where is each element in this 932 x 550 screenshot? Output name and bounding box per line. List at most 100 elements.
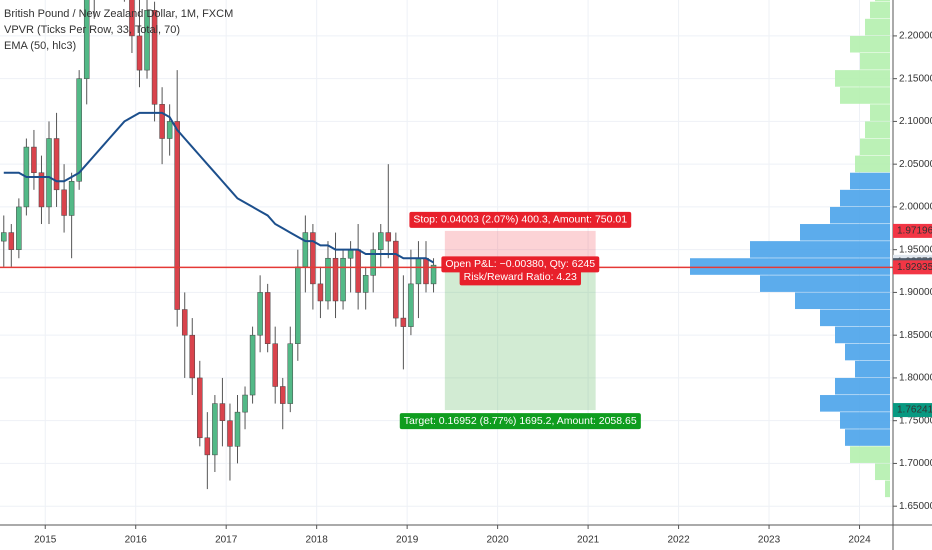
candle-body	[166, 121, 173, 139]
y-tick-label: 1.65000	[899, 501, 932, 512]
candle-body	[174, 121, 180, 310]
x-tick-label: 2016	[125, 535, 148, 546]
volume-profile-bar	[875, 463, 890, 481]
pnl-label-box	[441, 256, 600, 273]
candle-body	[61, 189, 67, 216]
candle-body	[317, 283, 324, 302]
candle-body	[189, 334, 196, 379]
volume-profile-bar	[870, 104, 890, 121]
candle-body	[234, 411, 241, 447]
volume-profile-bar	[845, 343, 890, 361]
plot	[0, 0, 893, 498]
y-tick-label: 2.20000	[899, 31, 932, 42]
candle-body	[423, 257, 429, 285]
candle-body	[31, 146, 37, 173]
volume-profile-bar	[855, 155, 890, 173]
ema-line	[3, 111, 435, 264]
price-label-box	[893, 260, 932, 275]
candle-body	[181, 309, 188, 336]
volume-profile-bar	[830, 206, 890, 224]
volume-profile-bar	[865, 18, 890, 36]
y-tick-label: 1.75000	[899, 415, 932, 426]
volume-profile-bar	[750, 241, 890, 258]
candle-body	[38, 172, 45, 208]
candle-body	[8, 232, 15, 250]
candle-body	[212, 403, 218, 456]
axes: 1.65000 1.70000 1.75000 1.80000 1.85000 1.900…	[34, 31, 932, 546]
candle-body	[242, 394, 248, 413]
y-tick-label: 1.80000	[899, 373, 932, 384]
volume-profile-bar	[835, 70, 890, 87]
ratio-label: Risk/Reward Ratio: 4.23	[464, 271, 577, 283]
candle-body	[355, 249, 361, 293]
candle-body	[310, 232, 316, 285]
target-label: Target: 0.16952 (8.77%) 1695.2, Amount: …	[404, 415, 637, 427]
candle-body	[129, 0, 135, 37]
candle-body	[68, 181, 75, 216]
pnl-label: Open P&L: −0.00380, Qty: 6245	[445, 258, 595, 270]
volume-profile-bar	[850, 35, 890, 53]
y-tick-label: 2.00000	[899, 202, 932, 213]
chart-title: British Pound / New Zealand Dollar, 1M, …	[4, 8, 233, 20]
volume-profile-bar	[855, 360, 890, 378]
price-label: 1.97196	[897, 226, 932, 237]
x-tick-label: 2020	[486, 535, 509, 546]
y-tick-label: 1.85000	[899, 330, 932, 341]
candle-body	[272, 343, 278, 387]
volume-profile-bar	[850, 172, 890, 190]
x-tick-label: 2018	[306, 535, 329, 546]
x-tick-label: 2024	[848, 535, 871, 546]
x-tick-label: 2023	[758, 535, 781, 546]
volume-profile-bar	[865, 121, 890, 139]
candle-body	[295, 266, 301, 344]
volume-profile-bar	[850, 446, 890, 463]
candle-body	[151, 10, 158, 105]
volume-profile-bar	[840, 87, 890, 104]
candle-body	[332, 257, 339, 302]
candle-body	[287, 343, 294, 404]
y-tick-label: 2.10000	[899, 116, 932, 127]
candle-body	[362, 275, 369, 293]
candle-body	[257, 292, 263, 336]
candle-body	[219, 403, 226, 421]
candle-body	[264, 292, 271, 344]
price-label-box	[893, 403, 932, 418]
candle-body	[53, 138, 60, 191]
volume-profile-bar	[860, 53, 890, 70]
candle-body	[1, 232, 7, 242]
candle-body	[378, 232, 384, 250]
target-zone	[444, 267, 596, 411]
volume-profile-bar	[690, 258, 890, 275]
y-tick-label: 1.90000	[899, 287, 932, 298]
candle-body	[393, 240, 399, 319]
candle-body	[347, 249, 354, 259]
candle-body	[249, 334, 256, 396]
volume-profile-bar	[860, 138, 890, 156]
price-label: 1.76241	[897, 405, 932, 416]
candle-body	[76, 78, 82, 182]
volume-profile-bar	[885, 480, 890, 498]
y-tick-label: 1.95000	[899, 244, 932, 255]
candle-body	[430, 264, 437, 285]
volume-profile-bar	[835, 377, 890, 395]
volume-profile-bar	[845, 429, 890, 446]
stop-label-box	[409, 211, 632, 228]
candle-body	[370, 249, 376, 276]
volume-profile-bar	[760, 275, 890, 292]
candle-body	[400, 317, 407, 327]
candle-body	[204, 437, 211, 456]
candle-body	[159, 104, 165, 139]
volume-profile-bar	[795, 292, 890, 310]
volume-profile-bar	[870, 1, 890, 19]
candle-body	[385, 232, 392, 242]
target-label-box	[399, 413, 641, 430]
x-tick-label: 2022	[667, 535, 690, 546]
volume-profile-bar	[835, 326, 890, 344]
candle-body	[16, 206, 22, 250]
candle-body	[340, 257, 346, 302]
volume-profile-bar	[840, 412, 890, 429]
candle-body	[46, 138, 52, 208]
indicator-legend: VPVR (Ticks Per Row, 33, Total, 70)	[4, 24, 180, 36]
volume-profile-bar	[800, 224, 890, 241]
